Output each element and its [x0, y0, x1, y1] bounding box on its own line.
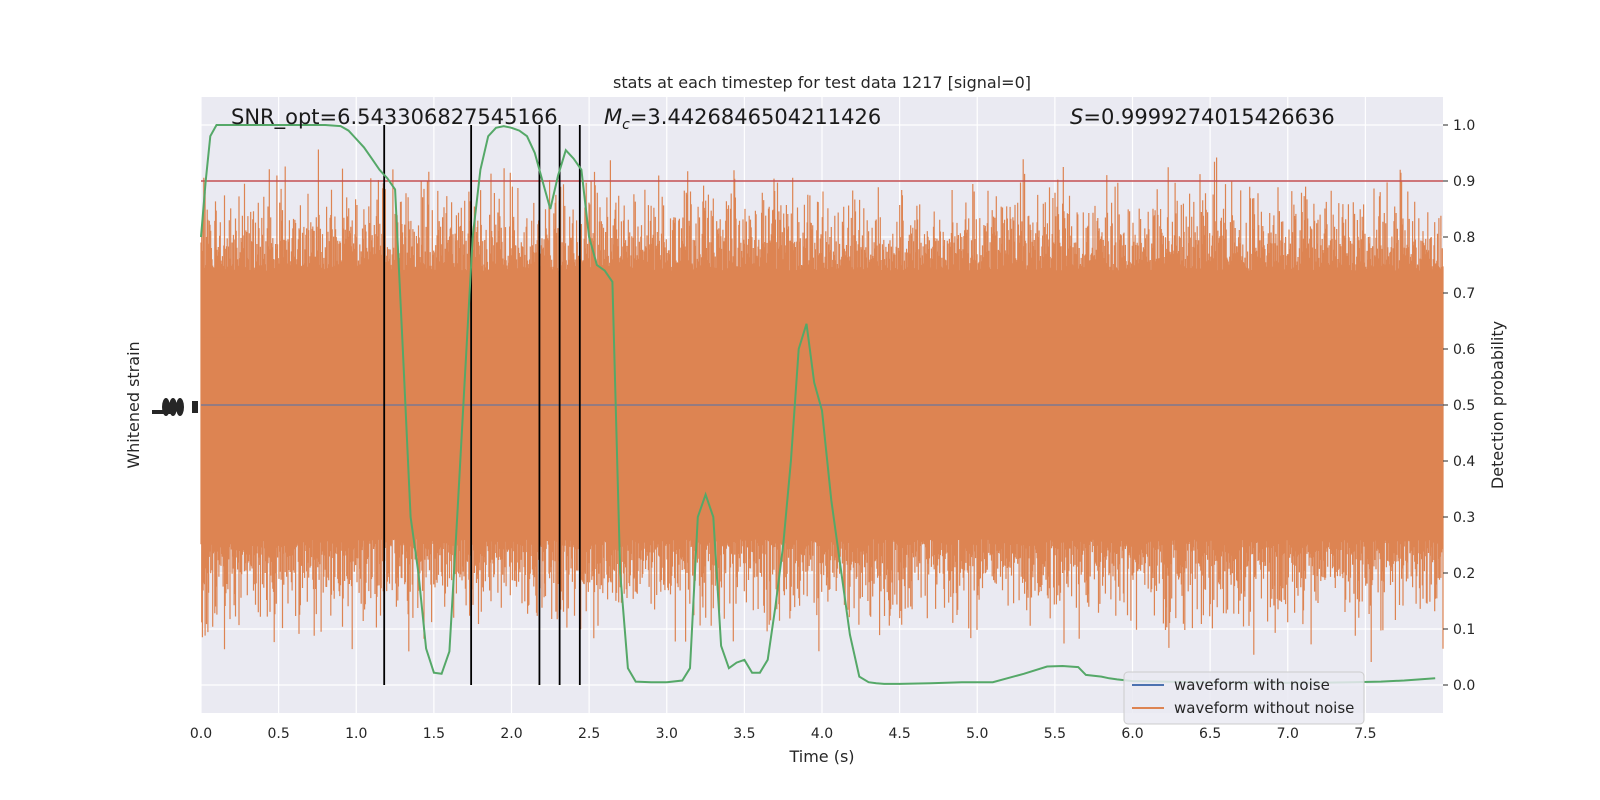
x-tick-label: 3.5	[733, 726, 755, 742]
legend-label-without-noise: waveform without noise	[1174, 699, 1354, 717]
y-tick-label: 0.3	[1453, 510, 1475, 526]
chirp-mass-annotation: Mc=3.4426846504211426	[604, 105, 881, 133]
snr-annotation: SNR_opt=6.543306827545166	[231, 105, 558, 130]
snr-value: =6.543306827545166	[320, 105, 558, 129]
snr-symbol: SNR_opt	[231, 105, 320, 130]
y-tick-label: 0.6	[1453, 342, 1475, 358]
left-tick-glyph	[169, 398, 177, 416]
left-tick-glyph	[176, 398, 184, 416]
y-tick-label: 0.7	[1453, 286, 1475, 302]
y-tick-label: 0.0	[1453, 678, 1475, 694]
mc-subscript: c	[622, 117, 630, 133]
right-y-axis-label: Detection probability	[1488, 321, 1507, 489]
x-tick-label: 3.0	[656, 726, 678, 742]
y-tick-label: 0.4	[1453, 454, 1475, 470]
y-tick-label: 0.5	[1453, 398, 1475, 414]
detection-probability-line	[200, 124, 1436, 685]
x-tick-label: 2.0	[500, 726, 522, 742]
x-tick-label: 2.5	[578, 726, 600, 742]
y-tick-label: 0.1	[1453, 622, 1475, 638]
x-tick-label: 1.0	[345, 726, 367, 742]
s-symbol: S	[1070, 105, 1083, 129]
right-y-axis-ticks: 0.0 0.1 0.2 0.3 0.4 0.5 0.6 0.7 0.8 0.9 1.0	[1443, 118, 1475, 694]
legend: waveform with noise waveform without noi…	[1123, 671, 1365, 725]
x-tick-label: 5.5	[1044, 726, 1066, 742]
x-tick-label: 1.5	[423, 726, 445, 742]
x-tick-label: 7.5	[1354, 726, 1376, 742]
left-tick-glyph	[162, 398, 170, 416]
chart-title: stats at each timestep for test data 121…	[613, 73, 1031, 92]
vertical-markers	[383, 125, 581, 685]
mc-value: =3.4426846504211426	[630, 105, 881, 129]
legend-label-with-noise: waveform with noise	[1174, 676, 1330, 694]
x-axis-ticks: 0.0 0.5 1.0 1.5 2.0 2.5 3.0 3.5 4.0 4.5 5.0 5.5 6.0 6…	[190, 726, 1377, 742]
x-tick-label: 4.0	[811, 726, 833, 742]
y-tick-label: 0.2	[1453, 566, 1475, 582]
x-tick-label: 0.5	[267, 726, 289, 742]
mc-symbol: M	[604, 105, 622, 129]
x-tick-label: 5.0	[966, 726, 988, 742]
y-tick-label: 1.0	[1453, 118, 1475, 134]
x-tick-label: 7.0	[1277, 726, 1299, 742]
x-tick-label: 4.5	[888, 726, 910, 742]
y-tick-label: 0.9	[1453, 174, 1475, 190]
left-axis-tick-cluster	[152, 398, 198, 416]
s-value: =0.9999274015426636	[1083, 105, 1334, 129]
y-tick-label: 0.8	[1453, 230, 1475, 246]
x-axis-label: Time (s)	[788, 747, 854, 766]
left-y-axis-label: Whitened strain	[124, 341, 143, 468]
x-tick-label: 0.0	[190, 726, 212, 742]
left-tick-mark	[192, 401, 198, 413]
legend-box	[1123, 671, 1365, 725]
x-tick-label: 6.0	[1121, 726, 1143, 742]
x-tick-label: 6.5	[1199, 726, 1221, 742]
s-annotation: S=0.9999274015426636	[1070, 105, 1335, 129]
